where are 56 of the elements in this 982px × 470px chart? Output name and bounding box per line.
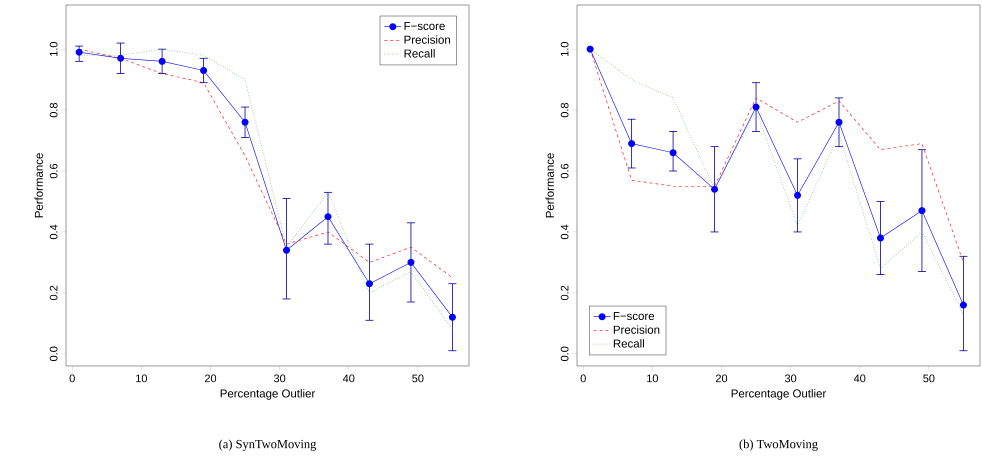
y-tick-label: 0.0 bbox=[560, 346, 568, 361]
point bbox=[670, 149, 677, 156]
x-tick-label: 0 bbox=[70, 374, 75, 382]
point bbox=[200, 66, 208, 74]
y-tick-label: 0.2 bbox=[560, 286, 568, 300]
x-tick-label: 10 bbox=[136, 374, 148, 382]
point bbox=[366, 280, 373, 288]
point bbox=[794, 192, 802, 199]
point bbox=[283, 246, 290, 254]
point bbox=[448, 314, 456, 321]
y-tick-label: 0.4 bbox=[50, 224, 58, 240]
point bbox=[836, 118, 842, 126]
y-tick-label: 0.2 bbox=[50, 286, 58, 300]
x-tick-label: 20 bbox=[204, 374, 216, 382]
text: (b) TwoMoving bbox=[740, 440, 818, 451]
legend-label: Precision bbox=[614, 325, 660, 334]
point bbox=[628, 140, 636, 148]
point bbox=[960, 302, 967, 309]
y-tick-label: 1.0 bbox=[50, 42, 58, 56]
legend-label: F−score bbox=[614, 312, 654, 320]
y-tick-label: 0.8 bbox=[560, 102, 568, 118]
x-tick-label: 20 bbox=[716, 374, 728, 382]
y-tick-label: 0.4 bbox=[560, 224, 568, 240]
point bbox=[158, 58, 166, 65]
x-tick-label: 50 bbox=[412, 374, 424, 382]
x-tick-label: 40 bbox=[342, 374, 354, 382]
y-axis-title: Performance bbox=[34, 153, 43, 218]
point bbox=[76, 48, 83, 56]
point bbox=[876, 234, 884, 242]
y-tick-label: 0.6 bbox=[560, 164, 568, 178]
x-tick-label: 30 bbox=[784, 374, 796, 382]
x-axis-title: Percentage Outlier bbox=[220, 389, 316, 400]
y-axis-title: Performance bbox=[546, 153, 554, 218]
x-tick-label: 0 bbox=[580, 374, 586, 382]
legend-label: Precision bbox=[404, 35, 450, 44]
x-tick-label: 30 bbox=[274, 374, 286, 382]
point bbox=[752, 104, 760, 111]
legend-label: Recall bbox=[614, 339, 644, 348]
legend-label: F−score bbox=[404, 22, 445, 30]
x-tick-label: 10 bbox=[647, 374, 658, 382]
point bbox=[586, 46, 594, 53]
point bbox=[918, 207, 926, 214]
x-axis-title: Percentage Outlier bbox=[732, 389, 826, 400]
y-tick-label: 0.6 bbox=[50, 164, 58, 178]
legend-label: Recall bbox=[404, 49, 435, 58]
point bbox=[324, 213, 332, 220]
y-tick-label: 1.0 bbox=[560, 42, 568, 56]
y-tick-label: 0.0 bbox=[50, 346, 58, 361]
point bbox=[117, 54, 124, 62]
x-tick-label: 50 bbox=[923, 374, 935, 382]
x-tick-label: 40 bbox=[854, 374, 866, 382]
y-tick-label: 0.8 bbox=[50, 102, 58, 118]
text: (a) SynTwoMoving bbox=[219, 440, 316, 451]
point bbox=[711, 186, 718, 193]
point bbox=[407, 258, 414, 266]
point bbox=[242, 118, 249, 126]
